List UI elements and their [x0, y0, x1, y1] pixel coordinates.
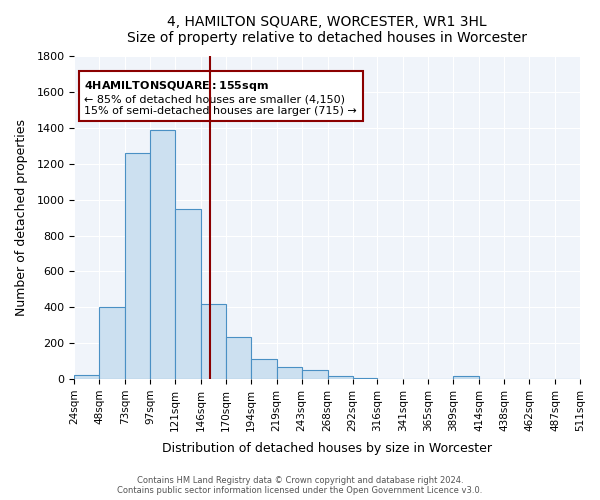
Bar: [251, 360, 277, 379]
Bar: [201, 304, 226, 379]
Text: Contains HM Land Registry data © Crown copyright and database right 2024.
Contai: Contains HM Land Registry data © Crown c…: [118, 476, 482, 495]
Text: $\bf{4 HAMILTON SQUARE: 155sqm}$
← 85% of detached houses are smaller (4,150)
15: $\bf{4 HAMILTON SQUARE: 155sqm}$ ← 85% o…: [84, 78, 357, 116]
Bar: [125, 153, 150, 379]
Bar: [277, 368, 302, 379]
Bar: [453, 376, 479, 379]
Bar: [99, 308, 125, 379]
X-axis label: Distribution of detached houses by size in Worcester: Distribution of detached houses by size …: [162, 442, 492, 455]
Bar: [328, 376, 353, 379]
Title: 4, HAMILTON SQUARE, WORCESTER, WR1 3HL
Size of property relative to detached hou: 4, HAMILTON SQUARE, WORCESTER, WR1 3HL S…: [127, 15, 527, 45]
Y-axis label: Number of detached properties: Number of detached properties: [15, 119, 28, 316]
Bar: [226, 337, 251, 379]
Bar: [353, 378, 377, 379]
Bar: [74, 374, 99, 379]
Bar: [150, 130, 175, 379]
Bar: [175, 208, 201, 379]
Bar: [302, 370, 328, 379]
